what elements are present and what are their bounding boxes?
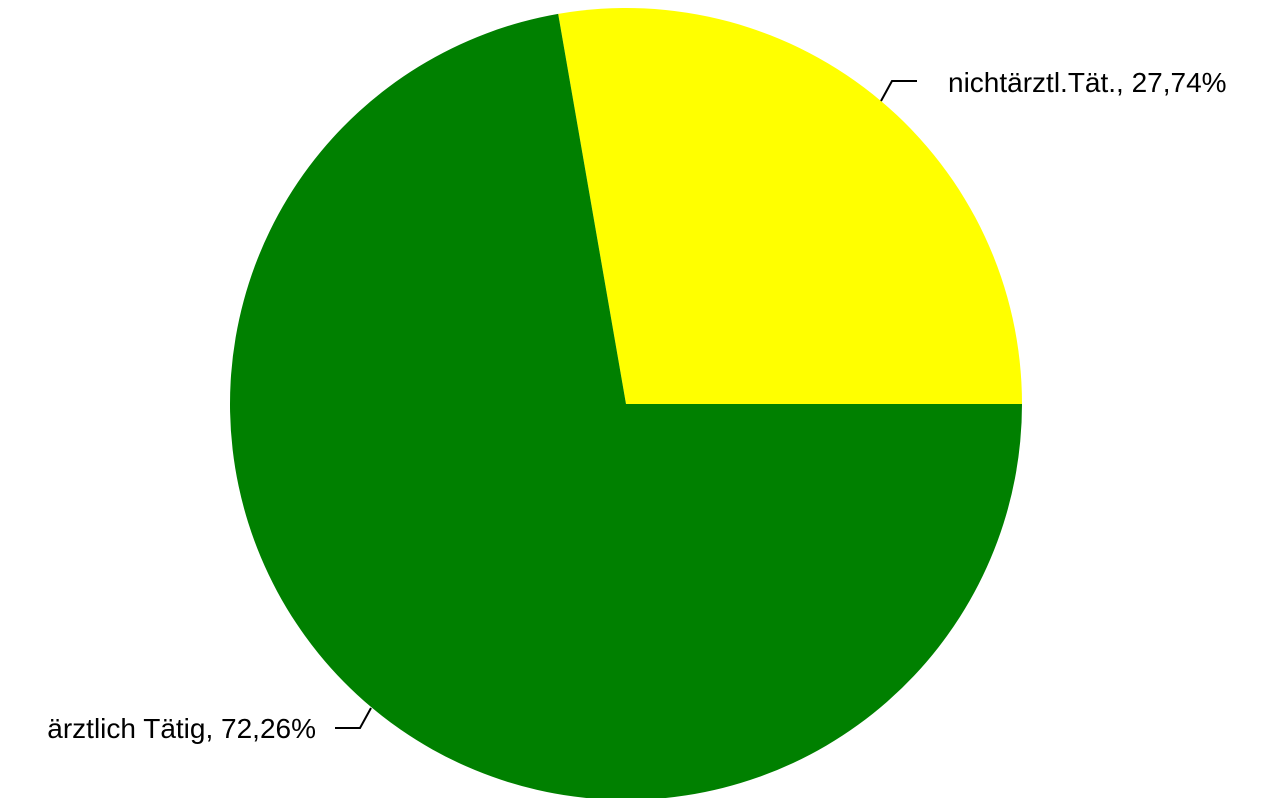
leader-line-nichtaerztl	[880, 80, 917, 102]
leaders-layer	[335, 80, 917, 729]
pie-slice-nichtaerztl	[558, 7, 1022, 405]
leader-line-aerztlich	[335, 707, 372, 729]
slice-label-nichtaerztl: nichtärztl.Tät., 27,74%	[948, 67, 1227, 98]
pie-slice-aerztlich	[230, 13, 1022, 798]
slice-label-aerztlich: ärztlich Tätig, 72,26%	[47, 713, 316, 744]
slices-layer	[230, 7, 1022, 798]
